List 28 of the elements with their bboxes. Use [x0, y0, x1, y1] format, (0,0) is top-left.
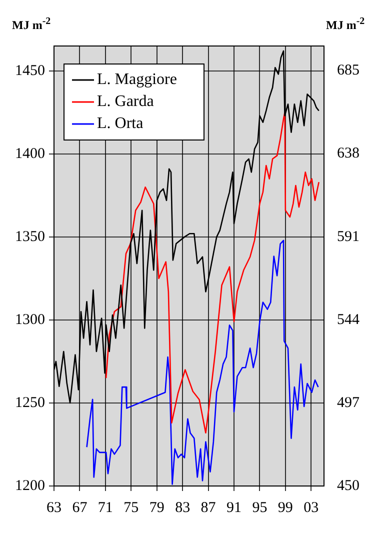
legend-label: L. Orta [97, 115, 144, 132]
x-tick-label: 83 [175, 500, 190, 516]
x-tick-label: 71 [98, 500, 113, 516]
y-tick-label: 1450 [15, 62, 45, 79]
x-tick-label: 87 [200, 500, 216, 516]
y2-tick-label: 638 [337, 146, 360, 162]
y-tick-label: 1350 [15, 228, 45, 245]
y2-tick-label: 591 [337, 228, 360, 245]
y2-tick-label: 544 [337, 312, 360, 328]
x-tick-label: 79 [149, 500, 164, 516]
y2-tick-label: 497 [337, 394, 360, 411]
y-axis-title: MJ m$^{-2}$ [12, 16, 51, 33]
x-tick-label: 03 [304, 500, 319, 516]
x-tick-label: 75 [124, 500, 139, 516]
y-tick-label: 1400 [15, 146, 45, 162]
legend-label: L. Garda [97, 93, 154, 110]
y-tick-label: 1300 [15, 312, 45, 328]
y-tick-label: 1200 [15, 478, 45, 494]
y2-axis-title: MJ m$^{-2}$ [326, 16, 365, 33]
y2-tick-label: 685 [337, 62, 360, 79]
y-tick-label: 1250 [15, 394, 45, 411]
x-tick-label: 67 [72, 500, 88, 516]
legend-label: L. Maggiore [97, 71, 177, 88]
x-tick-label: 91 [226, 500, 242, 516]
y2-tick-label: 450 [337, 478, 360, 494]
x-tick-label: 95 [252, 500, 268, 516]
x-tick-label: 63 [46, 500, 62, 516]
x-tick-label: 99 [278, 500, 293, 516]
